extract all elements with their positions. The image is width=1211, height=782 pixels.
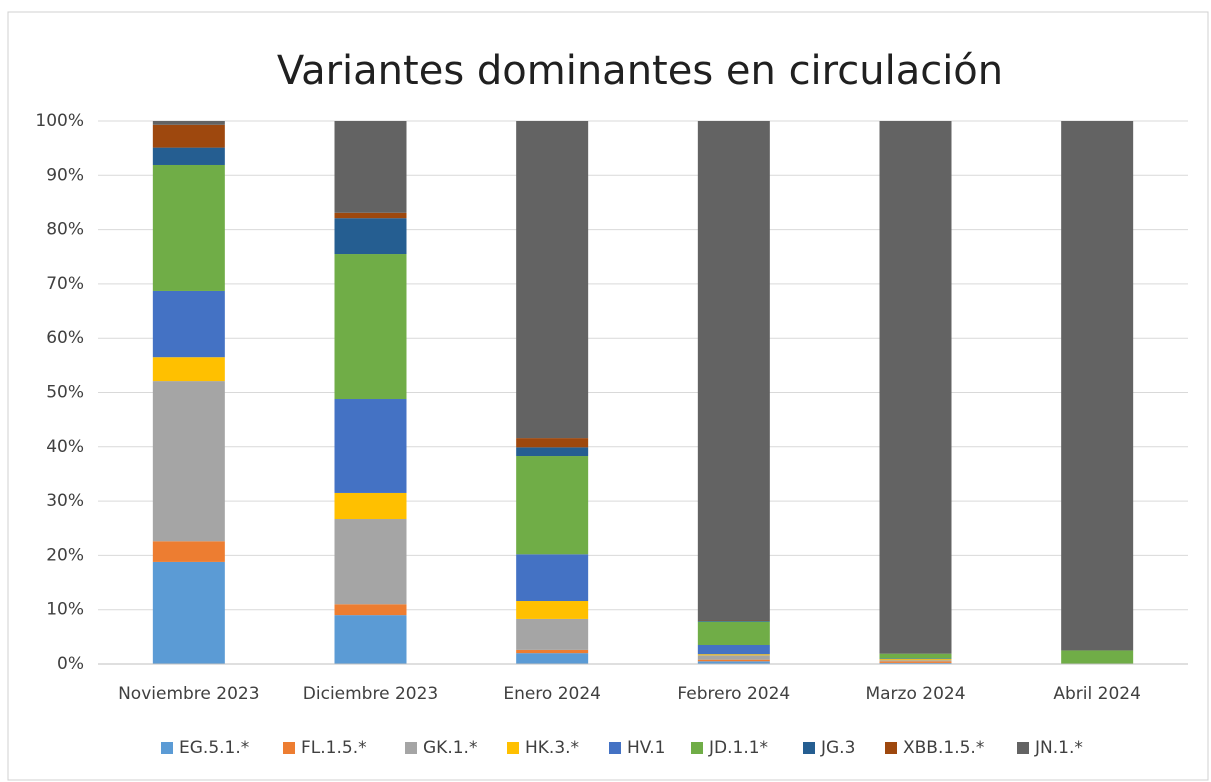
x-tick-label: Diciembre 2023 [303,684,438,704]
y-tick-label: 70% [46,274,84,294]
x-tick-label: Febrero 2024 [677,684,790,704]
legend-swatch [283,742,295,754]
legend-label: EG.5.1.* [179,738,249,758]
bar-segment [697,655,770,660]
bar-segment [697,620,770,622]
bar-segment [1061,650,1134,664]
bar-segment [334,121,407,213]
x-tick-label: Marzo 2024 [865,684,965,704]
y-tick-label: 90% [46,165,84,185]
bar-segment [334,399,407,493]
x-tick-label: Enero 2024 [503,684,601,704]
bar-segment [697,620,770,621]
y-tick-label: 0% [57,654,84,674]
bar-segment [516,121,589,439]
bar-segment [152,290,225,358]
bar-segment [152,147,225,165]
bar-segment [334,218,407,255]
bar-segment [152,164,225,291]
bar-segment [516,649,589,654]
bar-segment [697,121,770,621]
bar-segment [152,561,225,664]
bar-segment [697,644,770,655]
bar-segment [1061,121,1134,651]
legend-swatch [161,742,173,754]
bar-segment [516,456,589,555]
y-tick-label: 20% [46,545,84,565]
bar-segment [152,381,225,542]
legend-swatch [609,742,621,754]
bar-segment [334,254,407,400]
legend-label: FL.1.5.* [301,738,367,758]
bar-segment [516,438,589,448]
bar-segment [334,615,407,664]
legend-label: JG.3 [820,738,855,758]
bar-segment [516,601,589,619]
x-tick-label: Noviembre 2023 [118,684,259,704]
bar-segment [879,661,952,663]
y-tick-label: 30% [46,491,84,511]
legend-label: JN.1.* [1034,738,1083,758]
chart-title: Variantes dominantes en circulación [277,48,1003,94]
bar-segment [879,660,952,662]
y-tick-label: 10% [46,600,84,620]
bar-segment [334,212,407,219]
legend-label: GK.1.* [423,738,477,758]
bar-segment [697,661,770,664]
legend-label: XBB.1.5.* [903,738,984,758]
legend-label: HK.3.* [525,738,579,758]
legend-swatch [1017,742,1029,754]
bar-segment [516,447,589,457]
bar-segment [152,124,225,148]
bar-segment [879,658,952,660]
legend-swatch [885,742,897,754]
x-tick-label: Abril 2024 [1053,684,1141,704]
bar-segment [879,121,952,654]
legend-swatch [507,742,519,754]
bar-segment [334,519,407,605]
y-tick-label: 60% [46,328,84,348]
legend-swatch [803,742,815,754]
y-tick-label: 50% [46,383,84,403]
y-tick-label: 100% [35,111,84,131]
bar-segment [516,653,589,664]
legend-swatch [691,742,703,754]
y-tick-label: 40% [46,437,84,457]
bar-segment [152,357,225,382]
bar-segment [697,621,770,645]
bar-segment [879,653,952,659]
bar-segment [879,662,952,664]
bar-segment [152,541,225,562]
legend-label: JD.1.1* [708,738,768,758]
bar-segment [516,554,589,602]
legend-swatch [405,742,417,754]
bar-segment [879,659,952,661]
bar-segment [697,654,770,656]
y-tick-label: 80% [46,220,84,240]
bar-segment [152,121,225,125]
bar-segment [516,618,589,650]
bar-segment [334,604,407,616]
legend-label: HV.1 [627,738,665,758]
bar-segment [334,492,407,520]
bar-segment [697,659,770,662]
